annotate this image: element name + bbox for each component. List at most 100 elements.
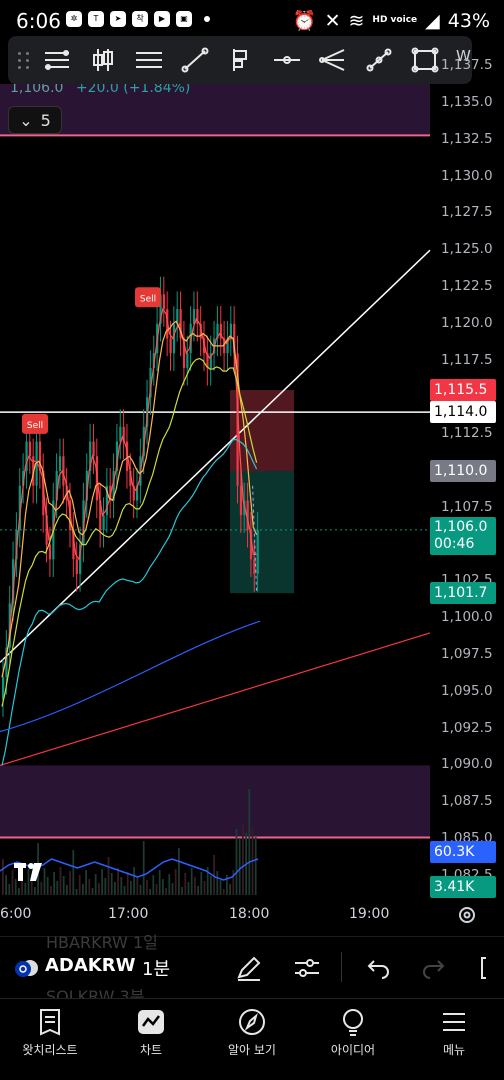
volume-bar xyxy=(2,859,4,895)
drag-handle-icon[interactable] xyxy=(14,45,34,75)
candle-body xyxy=(102,515,105,530)
time-label: 17:00 xyxy=(108,906,149,922)
volume-bar xyxy=(43,868,46,895)
time-label: 18:00 xyxy=(229,906,270,922)
redo-icon[interactable] xyxy=(420,954,450,982)
logo-part xyxy=(28,863,34,869)
horizontal-lines-icon[interactable] xyxy=(126,40,172,80)
candle-body xyxy=(92,441,95,457)
volume-bar xyxy=(107,857,110,895)
volume-bar xyxy=(178,848,180,895)
nav-chart[interactable]: 차트 xyxy=(101,999,201,1080)
telegram-icon: ➤ xyxy=(110,11,126,27)
price-tick-label: 1,127.5 xyxy=(441,204,493,221)
candle-body xyxy=(62,456,65,486)
chart-icon xyxy=(136,1007,166,1037)
volume-bar xyxy=(171,883,174,895)
indicators-settings-icon[interactable] xyxy=(292,954,322,982)
candles-icon[interactable] xyxy=(80,40,126,80)
app-icon: 착 xyxy=(132,11,148,27)
volume-bar xyxy=(130,881,132,895)
bar-countdown: 00:46 xyxy=(434,535,475,552)
candle-body xyxy=(75,559,78,575)
price-chart[interactable]: Sell Sell xyxy=(0,84,504,896)
volume-bar xyxy=(235,829,238,895)
symbol-bar: HBARKRW 1일 SOLKRW 3분 xyxy=(0,933,504,1006)
candle-body xyxy=(5,647,8,678)
notification-icons: ✲ T ➤ 착 ▶ ▣ xyxy=(66,11,210,27)
candle-body xyxy=(176,309,179,324)
volume-bar xyxy=(216,871,219,895)
candle-body xyxy=(246,500,249,530)
candle-body xyxy=(256,529,259,575)
volume-bar xyxy=(34,887,36,895)
talk-icon: T xyxy=(88,11,104,27)
draw-pencil-icon[interactable] xyxy=(234,954,264,982)
rectangle-icon[interactable] xyxy=(402,40,448,80)
candle-body xyxy=(219,323,222,339)
interval-peek: W xyxy=(456,47,471,65)
logo-part xyxy=(18,863,23,881)
volume-bar xyxy=(158,870,161,895)
volume-bar xyxy=(75,889,78,895)
long-position-icon[interactable] xyxy=(218,40,264,80)
hd-voice-label: HD voice xyxy=(372,15,418,25)
horizontal-ray-icon[interactable] xyxy=(264,40,310,80)
price-header: 1,106.0 +20.0 (+1.84%) xyxy=(10,80,190,96)
sell-signal-text: Sell xyxy=(27,421,43,431)
volume-bar xyxy=(142,841,145,895)
volume-bar xyxy=(222,889,225,895)
price-tick-label: 1,100.0 xyxy=(441,609,493,626)
undo-icon[interactable] xyxy=(362,954,392,982)
candle-body xyxy=(179,309,182,339)
indicator-collapse-button[interactable]: ⌄ 5 xyxy=(8,106,62,134)
volume-bar xyxy=(117,868,119,895)
ideas-icon xyxy=(338,1007,368,1037)
gear-icon[interactable] xyxy=(457,905,477,925)
candle-body xyxy=(233,323,236,354)
volume-bar xyxy=(8,884,11,895)
candle-body xyxy=(25,441,28,471)
bottom-navigation: 왓치리스트 차트 알아 보기 아이디어 메뉴 xyxy=(0,998,504,1080)
volume-bar xyxy=(123,886,126,895)
candle-body xyxy=(105,485,109,516)
interval-selector[interactable]: 1분 xyxy=(142,959,171,980)
symbol-name[interactable]: ADAKRW xyxy=(45,955,136,976)
fib-retracement-icon[interactable] xyxy=(34,40,80,80)
symbol-logo-icon[interactable] xyxy=(14,957,40,979)
price-tick-label: 1,092.5 xyxy=(441,719,493,736)
fullscreen-icon[interactable] xyxy=(478,954,504,982)
pitchfork-icon[interactable] xyxy=(310,40,356,80)
candle-body xyxy=(223,338,226,354)
candle-body xyxy=(249,529,253,560)
volume-bar xyxy=(98,883,100,895)
candle-body xyxy=(48,544,52,560)
supply-demand-zone xyxy=(0,765,430,838)
nav-explore[interactable]: 알아 보기 xyxy=(202,999,302,1080)
candle-body xyxy=(58,456,62,471)
volume-bar xyxy=(40,882,43,895)
volume-bar xyxy=(59,867,62,895)
path-icon[interactable] xyxy=(356,40,402,80)
alarm-icon: ⏰ xyxy=(292,10,317,32)
volume-bar xyxy=(232,870,235,895)
price-tick-label: 1,095.0 xyxy=(441,682,493,699)
stop-price-badge: 1,115.5 xyxy=(430,379,496,402)
volume-bar xyxy=(27,869,30,895)
ma-mid-line xyxy=(1,320,258,678)
target-price-badge: 1,101.7 xyxy=(430,582,496,605)
chart-area[interactable]: Sell Sell xyxy=(0,84,504,896)
candle-body xyxy=(28,441,31,457)
logo-part xyxy=(30,863,42,881)
nav-label: 알아 보기 xyxy=(228,1043,276,1057)
volume-bar xyxy=(174,869,177,895)
trend-line-icon[interactable] xyxy=(172,40,218,80)
candle-body xyxy=(45,515,48,545)
image-icon: ▣ xyxy=(176,11,192,27)
nav-menu[interactable]: 메뉴 xyxy=(404,999,504,1080)
nav-ideas[interactable]: 아이디어 xyxy=(303,999,403,1080)
volume-bar xyxy=(85,870,87,895)
battery-level: 43% xyxy=(447,9,490,32)
sell-signal-label xyxy=(22,413,48,434)
nav-watchlist[interactable]: 왓치리스트 xyxy=(0,999,100,1080)
